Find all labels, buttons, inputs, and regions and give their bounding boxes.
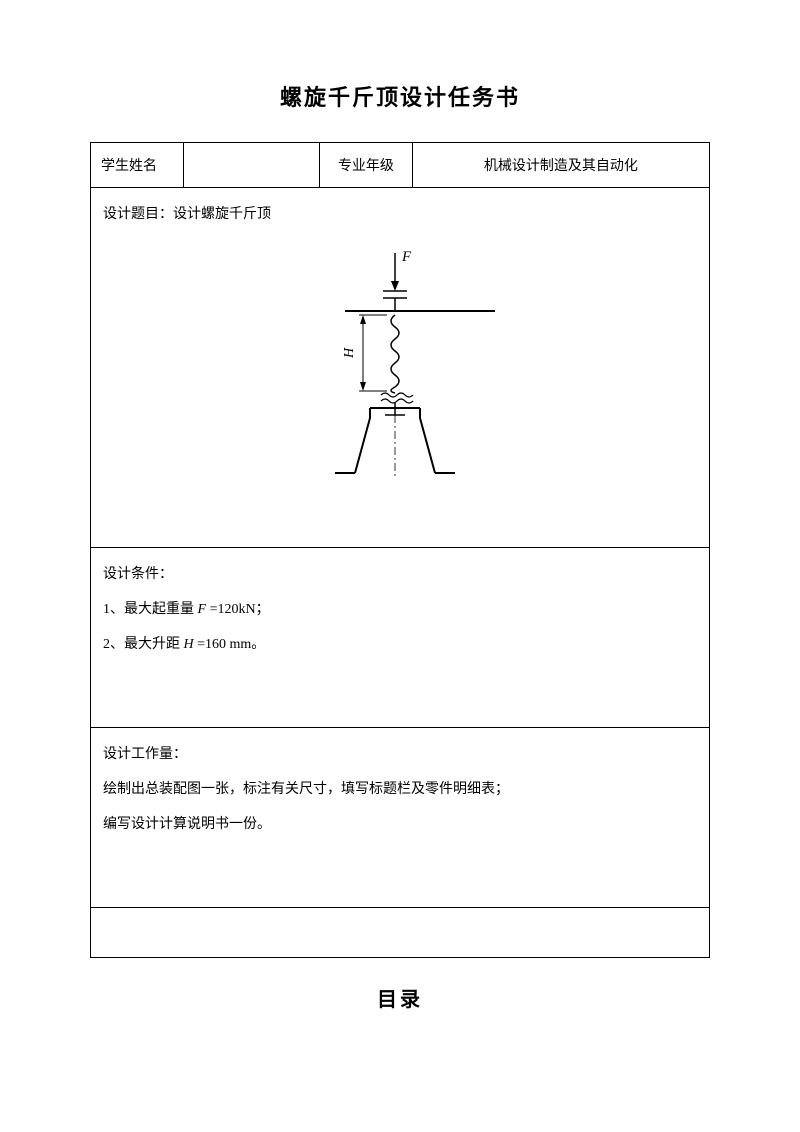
cond1-prefix: 1、最大起重量	[103, 602, 198, 617]
force-label: F	[401, 249, 412, 265]
header-row: 学生姓名 专业年级 机械设计制造及其自动化	[91, 143, 710, 188]
task-table: 学生姓名 专业年级 机械设计制造及其自动化 设计题目：设计螺旋千斤顶 F	[90, 142, 710, 958]
height-arrow-bottom	[360, 382, 366, 391]
student-name-label: 学生姓名	[91, 143, 184, 188]
design-conditions-cell: 设计条件： 1、最大起重量 F =120kN； 2、最大升距 H =160 mm…	[91, 548, 710, 728]
diagram-container: F H	[103, 243, 697, 503]
cond1-var: F	[198, 602, 207, 617]
break-line-1	[381, 393, 413, 397]
design-topic-cell: 设计题目：设计螺旋千斤顶 F	[91, 188, 710, 548]
break-line-2	[381, 399, 413, 403]
student-name-value	[183, 143, 319, 188]
design-topic-label: 设计题目：设计螺旋千斤顶	[103, 203, 697, 223]
page-title: 螺旋千斤顶设计任务书	[90, 80, 710, 112]
design-workload-cell: 设计工作量： 绘制出总装配图一张，标注有关尺寸，填写标题栏及零件明细表； 编写设…	[91, 728, 710, 908]
cond2-suffix: =160 mm。	[194, 637, 266, 652]
conditions-label: 设计条件：	[103, 563, 697, 583]
major-value: 机械设计制造及其自动化	[412, 143, 709, 188]
condition-item-2: 2、最大升距 H =160 mm。	[103, 632, 697, 657]
screw-jack-diagram: F H	[285, 243, 515, 503]
cond1-suffix: =120kN；	[206, 602, 270, 617]
height-arrow-top	[360, 315, 366, 324]
force-arrow-head	[391, 281, 399, 291]
workload-label: 设计工作量：	[103, 743, 697, 763]
workload-item-2: 编写设计计算说明书一份。	[103, 812, 697, 837]
major-label: 专业年级	[320, 143, 413, 188]
cond2-prefix: 2、最大升距	[103, 637, 184, 652]
workload-item-1: 绘制出总装配图一张，标注有关尺寸，填写标题栏及零件明细表；	[103, 777, 697, 802]
screw-thread	[391, 315, 399, 393]
empty-section-cell	[91, 908, 710, 958]
height-label: H	[342, 347, 357, 359]
cond2-var: H	[184, 637, 194, 652]
condition-item-1: 1、最大起重量 F =120kN；	[103, 597, 697, 622]
toc-title: 目录	[90, 983, 710, 1012]
